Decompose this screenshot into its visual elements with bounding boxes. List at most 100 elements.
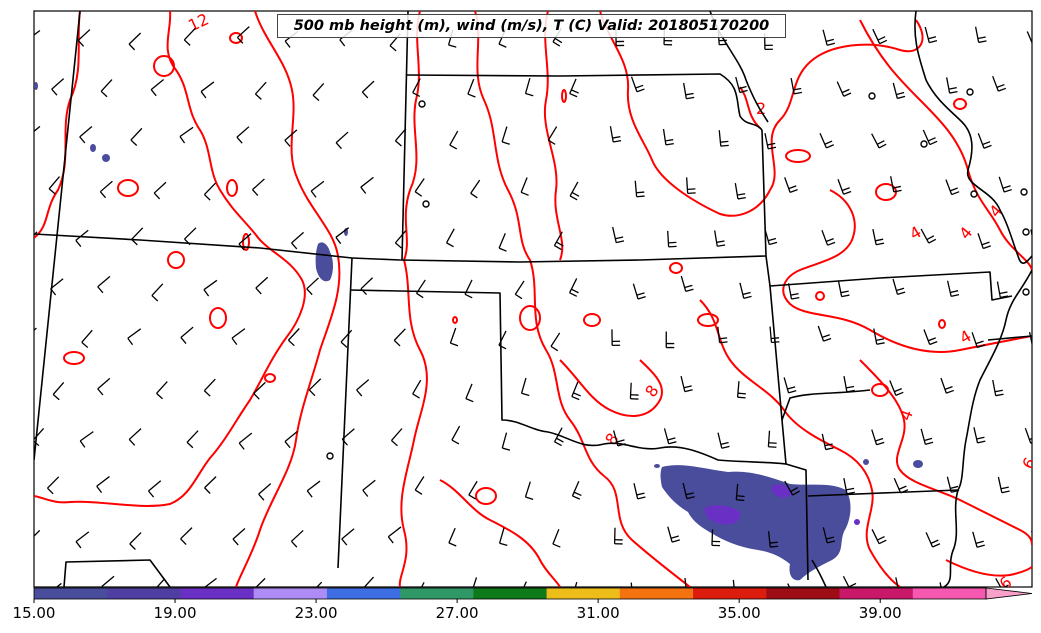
wind-barb — [470, 179, 481, 199]
wind-barb — [767, 430, 777, 448]
wind-barb — [390, 428, 403, 447]
wind-barb — [238, 233, 252, 251]
wind-barb — [997, 476, 1010, 494]
colorbar-segment — [693, 588, 767, 599]
wind-barb — [553, 231, 564, 251]
wind-barb — [498, 233, 507, 252]
wind-barb — [34, 427, 45, 447]
wind-barb — [34, 125, 41, 133]
wind-barb — [1030, 229, 1032, 238]
wind-barb — [465, 383, 474, 403]
wind-barb — [739, 282, 752, 299]
wind-barb — [998, 176, 1012, 193]
colorbar-segment — [400, 588, 474, 599]
colorbar-segment — [619, 588, 694, 599]
wind-barb — [767, 531, 779, 548]
wind-barb — [736, 381, 746, 399]
wind-barb — [1028, 331, 1032, 347]
wind-barb — [714, 230, 726, 247]
colorbar-segment — [766, 588, 841, 599]
wind-barb — [784, 177, 798, 193]
wind-barb — [498, 330, 507, 350]
wind-barb — [153, 181, 167, 200]
wind-barbs — [34, 26, 1032, 587]
wind-barb — [183, 27, 196, 46]
wind-barb — [871, 133, 887, 149]
wind-barb — [236, 126, 250, 144]
wind-barb — [255, 577, 266, 587]
wind-barb — [569, 181, 580, 201]
wind-barb — [258, 483, 272, 501]
wind-barb — [843, 375, 855, 393]
wind-barb — [156, 381, 168, 400]
wind-barb — [787, 583, 791, 587]
shaded-core-small — [772, 484, 792, 498]
shaded-spot — [102, 154, 110, 162]
wind-barb — [718, 130, 729, 147]
wind-barb — [184, 227, 197, 246]
wind-barb — [837, 178, 852, 195]
colorbar-segment — [253, 588, 328, 599]
wind-barb — [972, 531, 985, 548]
wind-barb — [524, 481, 534, 500]
wind-barb — [843, 477, 855, 495]
wind-barb — [449, 130, 459, 150]
wind-barb — [387, 526, 402, 544]
wind-barb — [889, 380, 904, 396]
wind-barb — [414, 178, 425, 197]
wind-barb — [764, 228, 778, 246]
wind-barb — [412, 78, 421, 98]
wind-barb — [308, 378, 322, 397]
wind-barb — [75, 229, 89, 248]
wind-barb — [611, 329, 621, 347]
wind-barb — [871, 429, 885, 446]
wind-barb — [101, 575, 115, 587]
wind-barb — [97, 377, 111, 396]
colorbar-segment — [34, 588, 108, 599]
wind-barb — [630, 582, 633, 587]
wind-barb — [683, 82, 695, 100]
colorbar-tick-label: 23.00 — [294, 604, 338, 622]
wind-barb — [817, 325, 832, 342]
wind-barb — [1030, 530, 1032, 534]
wind-barb — [992, 75, 1007, 92]
wind-barb — [34, 529, 41, 548]
wind-barb — [363, 576, 375, 587]
wind-barb — [685, 177, 696, 195]
wind-barb — [77, 29, 91, 47]
wind-barb — [945, 179, 960, 196]
wind-barb — [680, 375, 693, 393]
shaded-spot — [863, 459, 869, 465]
wind-barb — [79, 126, 93, 144]
wind-barb — [81, 329, 93, 349]
colorbar-segment — [107, 588, 181, 599]
wind-barb — [362, 479, 376, 497]
wind-barb — [445, 228, 455, 248]
temperature-contours — [34, 11, 1032, 587]
wind-barb — [360, 277, 374, 296]
wind-barb — [96, 476, 110, 494]
wind-barb — [613, 430, 626, 447]
wind-barb — [574, 582, 578, 587]
colorbar-segment — [180, 588, 255, 599]
wind-speed-shading — [34, 82, 923, 581]
wind-barb — [310, 180, 325, 198]
wind-barb — [684, 577, 687, 587]
wind-barb — [394, 230, 407, 249]
wind-barb — [735, 483, 745, 502]
wind-barb — [893, 477, 909, 494]
wind-barb — [630, 76, 645, 93]
wind-barb — [946, 77, 958, 94]
wind-barb — [520, 177, 529, 196]
wind-barb — [550, 332, 561, 352]
wind-barb — [290, 529, 304, 548]
shaded-spot — [654, 464, 660, 468]
wind-barb — [547, 126, 558, 145]
map-title: 500 mb height (m), wind (m/s), T (C) Val… — [277, 14, 786, 38]
wind-barb — [34, 29, 41, 36]
wind-barb — [203, 378, 216, 397]
wind-barb — [842, 575, 858, 587]
wind-barb — [819, 132, 834, 149]
wind-barb — [414, 476, 425, 495]
wind-barb — [939, 582, 942, 587]
